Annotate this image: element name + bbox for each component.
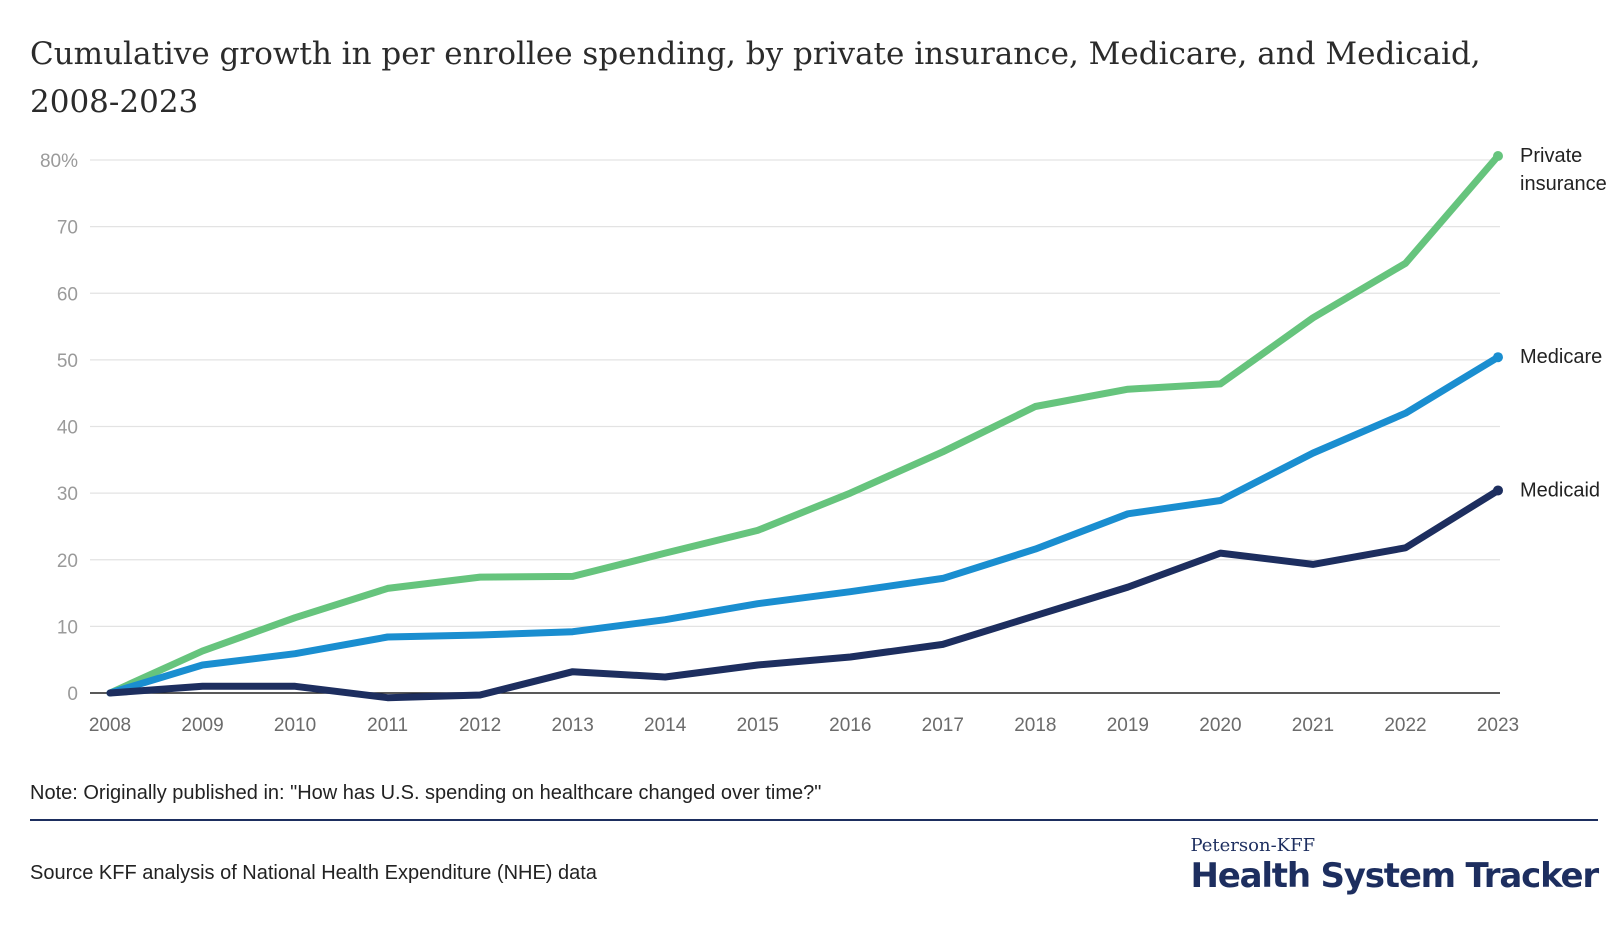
x-tick-label: 2008 bbox=[89, 715, 131, 736]
series-end-point bbox=[1493, 352, 1503, 363]
series-label: Medicare bbox=[1520, 346, 1602, 368]
y-tick-label: 30 bbox=[57, 484, 78, 505]
x-tick-label: 2017 bbox=[922, 715, 964, 736]
x-tick-label: 2020 bbox=[1199, 715, 1241, 736]
y-tick-label: 0 bbox=[67, 684, 78, 705]
x-tick-label: 2011 bbox=[367, 715, 408, 736]
series-line-private-insurance bbox=[106, 152, 1502, 697]
logo-subtitle: Peterson-KFF bbox=[1190, 835, 1316, 856]
brand-logo: Peterson-KFF Health System Tracker bbox=[1190, 835, 1599, 897]
x-axis-ticks: 2008 2009 2010 2011 2012 2013 2014 2015 2016 2017… bbox=[89, 715, 1519, 736]
series-labels: Private insurance Medicare Medicaid bbox=[1520, 145, 1607, 501]
y-tick-label: 50 bbox=[57, 351, 78, 372]
x-tick-label: 2014 bbox=[644, 715, 687, 736]
series-line-medicaid bbox=[106, 487, 1502, 702]
y-axis-ticks: 0 10 20 30 40 50 60 70 80% bbox=[40, 151, 78, 705]
y-tick-label: 80% bbox=[40, 151, 78, 172]
x-tick-label: 2012 bbox=[459, 715, 501, 736]
series-lines bbox=[106, 151, 1503, 702]
series-label: Medicaid bbox=[1520, 479, 1600, 501]
x-tick-label: 2016 bbox=[829, 715, 871, 736]
x-tick-label: 2021 bbox=[1292, 715, 1334, 736]
series-end-point bbox=[1493, 485, 1503, 496]
x-tick-label: 2018 bbox=[1014, 715, 1056, 736]
chart-title: Cumulative growth in per enrollee spendi… bbox=[30, 36, 1481, 120]
x-tick-label: 2009 bbox=[181, 715, 223, 736]
logo-title: Health System Tracker bbox=[1190, 856, 1599, 896]
series-line-medicare bbox=[106, 353, 1502, 697]
footer-divider bbox=[30, 819, 1598, 821]
y-tick-label: 60 bbox=[57, 284, 78, 305]
chart-note: Note: Originally published in: "How has … bbox=[30, 782, 822, 804]
x-tick-label: 2023 bbox=[1477, 715, 1519, 736]
x-tick-label: 2019 bbox=[1107, 715, 1149, 736]
y-tick-label: 20 bbox=[57, 551, 78, 572]
y-tick-label: 40 bbox=[57, 418, 78, 439]
y-tick-label: 70 bbox=[57, 218, 78, 239]
x-tick-label: 2010 bbox=[274, 715, 316, 736]
y-tick-label: 10 bbox=[57, 617, 78, 638]
series-label: Private insurance bbox=[1520, 145, 1607, 195]
series-end-point bbox=[1493, 151, 1503, 162]
x-tick-label: 2013 bbox=[552, 715, 594, 736]
x-tick-label: 2022 bbox=[1384, 715, 1426, 736]
x-tick-label: 2015 bbox=[737, 715, 779, 736]
chart-source: Source KFF analysis of National Health E… bbox=[30, 862, 597, 884]
